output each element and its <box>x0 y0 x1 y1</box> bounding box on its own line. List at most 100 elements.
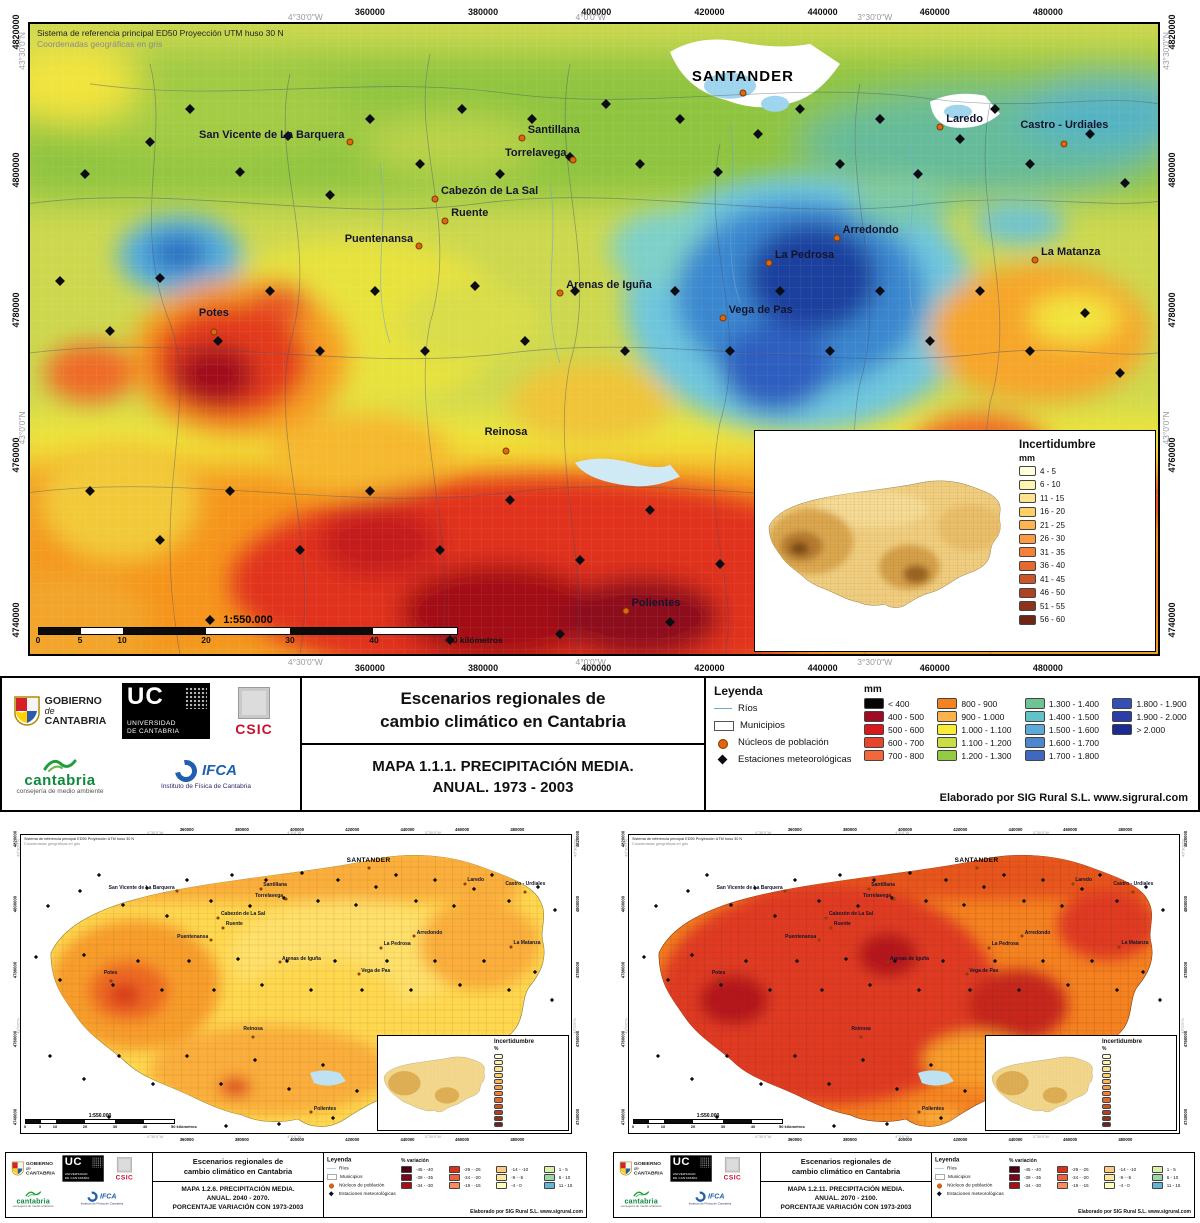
csic-logo: CSIC <box>115 1156 134 1181</box>
legend-class <box>494 1084 566 1091</box>
legend-class: 46 - 50 <box>1019 587 1151 598</box>
legend-swatch <box>1009 1182 1020 1189</box>
legend-item-municipios: Municipios <box>714 720 856 731</box>
uncertainty-title: Incertidumbre <box>1019 439 1096 451</box>
ifca-logo: IFCA Instituto de Física de Cantabria <box>689 1189 731 1205</box>
csic-label: CSIC <box>115 1172 134 1181</box>
gobierno-line3: CANTABRIA <box>44 714 107 727</box>
coordinate-label: 4780000 <box>575 962 580 979</box>
coordinate-label: 380000 <box>234 1136 249 1142</box>
legend-swatch <box>494 1097 503 1103</box>
gobierno-line2: de <box>26 1165 31 1171</box>
legend-swatch <box>1102 1066 1111 1072</box>
legend-class: 4 - 5 <box>1019 466 1151 476</box>
coordinate-label: 4740000 <box>11 602 21 638</box>
legend-class: 1.000 - 1.100 <box>937 724 1015 735</box>
legend-item-rios: Ríos <box>327 1166 401 1171</box>
legend-swatch <box>1102 1091 1111 1097</box>
legend-item-estaciones: Estaciones meteorológicas <box>327 1191 401 1197</box>
scale-ticks: 0 5 10 20 30 40 50 kilómetros <box>632 1124 805 1130</box>
legend-class: 1.800 - 1.900 <box>1112 698 1190 709</box>
csic-label: CSIC <box>723 1172 742 1181</box>
scale-tick-label: 10 <box>52 1124 58 1129</box>
logos-block: GOBIERNO de CANTABRIA UC UNIVERSIDAD DE … <box>2 678 302 810</box>
legend-label: 1.600 - 1.700 <box>1048 737 1100 748</box>
cantabria-crest-icon <box>619 1161 632 1176</box>
legend-class: -29 - -25 <box>448 1166 492 1173</box>
consejeria-medio-ambiente-logo: cantabria consejería de medio ambiente <box>13 1189 54 1208</box>
legend-swatch <box>496 1182 508 1189</box>
coordinate-label: 4°0'0"W <box>575 12 606 22</box>
scale-tick-label: 30 <box>112 1124 118 1129</box>
ifca-abbr: IFCA <box>708 1192 725 1201</box>
legend-label: -9 - -5 <box>1119 1175 1132 1180</box>
legend-label: -45 - -40 <box>1024 1167 1042 1172</box>
title-block: Escenarios regionales de cambio climátic… <box>761 1153 932 1217</box>
legend-class: -29 - -25 <box>1056 1166 1100 1173</box>
legend-class: 11 - 15 <box>1019 493 1151 503</box>
legend-class <box>494 1097 566 1103</box>
coordinate-label: 420000 <box>953 1136 968 1142</box>
coordinate-label: 4°30'0"W <box>287 12 323 22</box>
coordinate-label: 360000 <box>354 663 385 673</box>
legend-unit: mm <box>864 684 882 695</box>
legend-swatch <box>864 724 884 735</box>
coordinate-label: 460000 <box>455 827 470 832</box>
legend-item-municipios: Municipios <box>327 1174 401 1180</box>
scale-segment <box>122 628 207 634</box>
legend-swatch <box>1009 1174 1020 1181</box>
legend-swatch <box>1102 1084 1111 1091</box>
scale-segment <box>648 1119 664 1123</box>
csic-logo: CSIC <box>723 1156 742 1181</box>
coordinate-label: 43°0'0"N <box>572 1018 577 1034</box>
legend-swatch <box>543 1174 555 1181</box>
credit-line: Elaborado por SIG Rural S.L. www.sigrura… <box>470 1209 583 1215</box>
legend-swatch <box>864 750 884 761</box>
uc-logo: UC UNIVERSIDAD DE CANTABRIA <box>62 1155 104 1182</box>
legend-label: -19 - -15 <box>463 1183 481 1188</box>
coordinate-label: 440000 <box>807 7 838 17</box>
legend-label: 700 - 800 <box>888 750 924 761</box>
legend-swatch <box>1019 547 1036 557</box>
csic-emblem-icon <box>116 1156 132 1173</box>
coordinate-label: 4740000 <box>620 1108 625 1126</box>
legend-swatch <box>1102 1054 1111 1060</box>
legend-items: Leyenda Ríos Municipios Núcleos de pobla… <box>327 1156 401 1214</box>
uc-logo: UC UNIVERSIDAD DE CANTABRIA <box>122 683 210 739</box>
legend-swatch <box>1019 601 1036 611</box>
map-title: MAPA 1.2.11. PRECIPITACIÓN MEDIA. ANUAL.… <box>780 1186 912 1211</box>
legend-title: Leyenda <box>935 1156 960 1163</box>
crs-note: Sistema de referencia principal ED50 Pro… <box>24 837 135 846</box>
coordinate-label: 400000 <box>581 663 612 673</box>
scale-segment <box>206 628 290 634</box>
scale-segment <box>722 1119 753 1123</box>
legend-class: 41 - 45 <box>1019 574 1151 584</box>
legend-swatch <box>494 1091 503 1097</box>
legend-swatch <box>1104 1182 1116 1189</box>
uncertainty-mini-map <box>768 480 1001 608</box>
legend-class: 21 - 25 <box>1019 520 1151 530</box>
gobierno-line1: GOBIERNO <box>44 695 102 707</box>
coordinate-label: 4780000 <box>12 962 17 979</box>
legend-class <box>1102 1091 1174 1097</box>
legend-swatch <box>1019 506 1036 517</box>
legend-class: 11 - 15 <box>543 1182 583 1189</box>
coordinate-label: 380000 <box>468 663 499 673</box>
legend-label: 11 - 15 <box>1166 1183 1181 1188</box>
map-title: MAPA 1.2.6. PRECIPITACIÓN MEDIA. ANUAL. … <box>172 1186 304 1211</box>
legend-swatch <box>1151 1166 1163 1173</box>
coordinate-label: 480000 <box>510 827 525 832</box>
coordinate-label: 460000 <box>1063 1136 1078 1142</box>
coordinate-label: 440000 <box>1008 827 1023 832</box>
legend-label: > 2.000 <box>1136 724 1166 735</box>
legend-item-nucleos: Núcleos de población <box>935 1183 1009 1189</box>
legend-label: 51 - 55 <box>1040 601 1065 611</box>
scale-tick-label: 5 <box>77 635 83 645</box>
legend-swatch <box>1019 479 1036 490</box>
coordinate-label: 43°30'0"N <box>17 31 27 70</box>
legend-label: -29 - -25 <box>1071 1167 1089 1172</box>
legend-class <box>494 1066 566 1072</box>
legend-class: -39 - -35 <box>1009 1174 1052 1181</box>
coordinate-label: 440000 <box>1008 1136 1023 1142</box>
